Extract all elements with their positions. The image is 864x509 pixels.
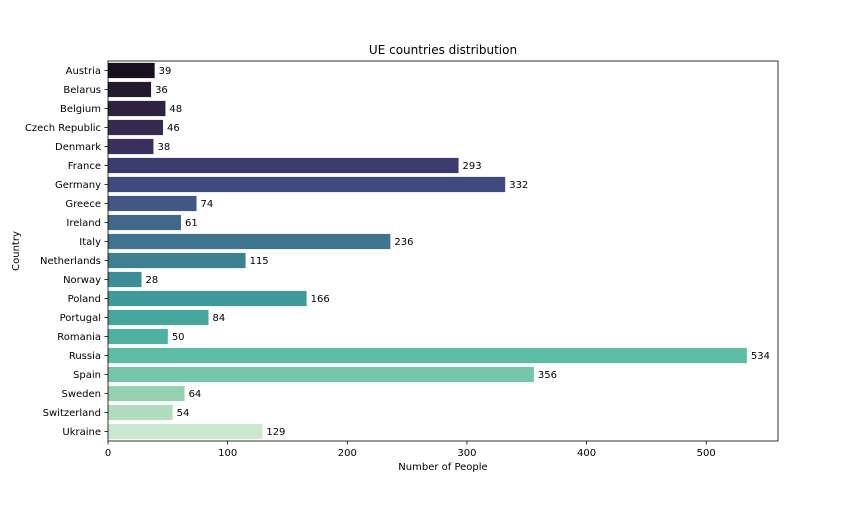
- bar-greece: [108, 195, 197, 212]
- bar-ukraine: [108, 423, 263, 440]
- bar-portugal: [108, 309, 209, 326]
- y-tick-label-romania: Romania: [57, 332, 101, 343]
- y-tick-label-switzerland: Switzerland: [43, 408, 101, 419]
- value-label-romania: 50: [172, 332, 185, 343]
- x-tick-label-500: 500: [697, 448, 716, 459]
- bar-sweden: [108, 385, 185, 402]
- bar-belarus: [108, 81, 152, 98]
- value-label-switzerland: 54: [177, 408, 190, 419]
- value-label-belarus: 36: [155, 85, 168, 96]
- y-tick-label-italy: Italy: [79, 237, 101, 248]
- x-tick-label-200: 200: [338, 448, 357, 459]
- x-tick-label-100: 100: [218, 448, 237, 459]
- bar-ireland: [108, 214, 181, 231]
- value-label-portugal: 84: [213, 313, 226, 324]
- bar-austria: [108, 62, 155, 79]
- bar-netherlands: [108, 252, 246, 269]
- y-tick-label-denmark: Denmark: [55, 142, 101, 153]
- value-label-spain: 356: [538, 370, 557, 381]
- y-tick-label-austria: Austria: [66, 66, 101, 77]
- y-tick-label-portugal: Portugal: [60, 313, 101, 324]
- y-tick-label-ireland: Ireland: [66, 218, 101, 229]
- bar-russia: [108, 347, 747, 364]
- x-tick-labels: 0 100 200 300 400 500: [105, 441, 716, 459]
- bar-france: [108, 157, 459, 174]
- x-tick-label-0: 0: [105, 448, 111, 459]
- y-tick-label-netherlands: Netherlands: [40, 256, 101, 267]
- value-label-czech-republic: 46: [167, 123, 180, 134]
- bar-spain: [108, 366, 534, 383]
- value-label-ireland: 61: [185, 218, 198, 229]
- bar-czech-republic: [108, 119, 164, 136]
- y-tick-label-belarus: Belarus: [63, 85, 101, 96]
- value-label-germany: 332: [509, 180, 528, 191]
- value-label-austria: 39: [159, 66, 172, 77]
- value-label-italy: 236: [394, 237, 413, 248]
- value-label-norway: 28: [146, 275, 159, 286]
- x-tick-label-300: 300: [457, 448, 476, 459]
- y-tick-labels: Austria Belarus Belgium Czech Republic Denma…: [25, 66, 108, 438]
- y-tick-label-sweden: Sweden: [61, 389, 101, 400]
- bar-italy: [108, 233, 391, 250]
- x-axis-title: Number of People: [398, 462, 487, 473]
- value-label-sweden: 64: [189, 389, 202, 400]
- y-tick-label-russia: Russia: [69, 351, 101, 362]
- chart-title: UE countries distribution: [369, 43, 517, 57]
- y-tick-label-ukraine: Ukraine: [62, 427, 101, 438]
- bar-norway: [108, 271, 142, 288]
- bar-romania: [108, 328, 168, 345]
- y-tick-label-greece: Greece: [65, 199, 101, 210]
- value-label-france: 293: [463, 161, 482, 172]
- bar-germany: [108, 176, 506, 193]
- y-tick-label-poland: Poland: [68, 294, 101, 305]
- bars-layer: [108, 62, 747, 440]
- y-tick-label-france: France: [68, 161, 101, 172]
- bar-belgium: [108, 100, 166, 117]
- plot-frame: [107, 60, 779, 442]
- y-tick-label-norway: Norway: [63, 275, 101, 286]
- value-label-ukraine: 129: [266, 427, 285, 438]
- value-label-belgium: 48: [169, 104, 182, 115]
- value-label-greece: 74: [201, 199, 214, 210]
- value-label-netherlands: 115: [250, 256, 269, 267]
- y-tick-label-spain: Spain: [73, 370, 101, 381]
- y-axis-title: Country: [11, 231, 22, 271]
- x-tick-label-400: 400: [577, 448, 596, 459]
- bar-poland: [108, 290, 307, 307]
- bar-switzerland: [108, 404, 173, 421]
- bar-denmark: [108, 138, 154, 155]
- y-tick-label-czech-republic: Czech Republic: [25, 123, 101, 134]
- y-tick-label-belgium: Belgium: [60, 104, 101, 115]
- value-label-denmark: 38: [157, 142, 170, 153]
- y-tick-label-germany: Germany: [55, 180, 101, 191]
- value-label-poland: 166: [311, 294, 330, 305]
- value-label-russia: 534: [751, 351, 770, 362]
